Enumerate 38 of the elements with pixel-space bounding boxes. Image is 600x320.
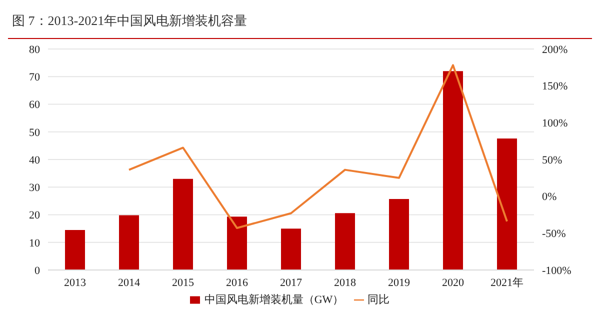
y2-tick-label: 150% xyxy=(542,80,568,93)
y2-tick-label: 0% xyxy=(542,191,557,204)
y-tick-label: 60 xyxy=(29,99,40,112)
x-tick-label: 2021年 xyxy=(490,276,524,289)
bar xyxy=(389,199,409,270)
x-tick-label: 2017 xyxy=(280,276,302,289)
y2-tick-label: 100% xyxy=(542,118,568,130)
y-tick-label: 10 xyxy=(29,237,40,250)
x-tick-label: 2019 xyxy=(388,276,410,289)
line-series xyxy=(128,64,508,230)
bar xyxy=(281,228,301,270)
y2-tick-label: 50% xyxy=(542,154,562,166)
bar xyxy=(335,213,355,270)
bar xyxy=(497,138,517,270)
x-tick-label: 2016 xyxy=(226,276,248,289)
y2-tick-label: -100% xyxy=(542,264,572,277)
y-tick-label: 30 xyxy=(29,182,40,194)
x-tick-label: 2013 xyxy=(64,276,86,289)
y-tick-label: 70 xyxy=(29,72,40,84)
x-tick-label: 2015 xyxy=(172,276,194,289)
bar xyxy=(119,215,139,270)
legend-label: 同比 xyxy=(368,294,390,306)
chart-title: 图 7：2013-2021年中国风电新增装机容量 xyxy=(8,8,592,39)
y-tick-label: 40 xyxy=(29,154,40,166)
bar xyxy=(443,71,463,270)
x-tick-label: 2018 xyxy=(334,276,356,289)
y-tick-label: 20 xyxy=(29,210,40,222)
y2-tick-label: 200% xyxy=(542,44,568,56)
y-tick-label: 80 xyxy=(29,44,40,56)
y-tick-label: 50 xyxy=(29,126,40,139)
y2-tick-label: -50% xyxy=(542,228,566,240)
y-tick-label: 0 xyxy=(34,264,40,277)
bar xyxy=(227,216,247,270)
legend-label: 中国风电新增装机量（GW） xyxy=(204,294,344,306)
bar xyxy=(65,230,85,270)
bar xyxy=(173,178,193,270)
x-tick-label: 2014 xyxy=(118,276,140,289)
x-tick-label: 2020 xyxy=(442,276,464,289)
